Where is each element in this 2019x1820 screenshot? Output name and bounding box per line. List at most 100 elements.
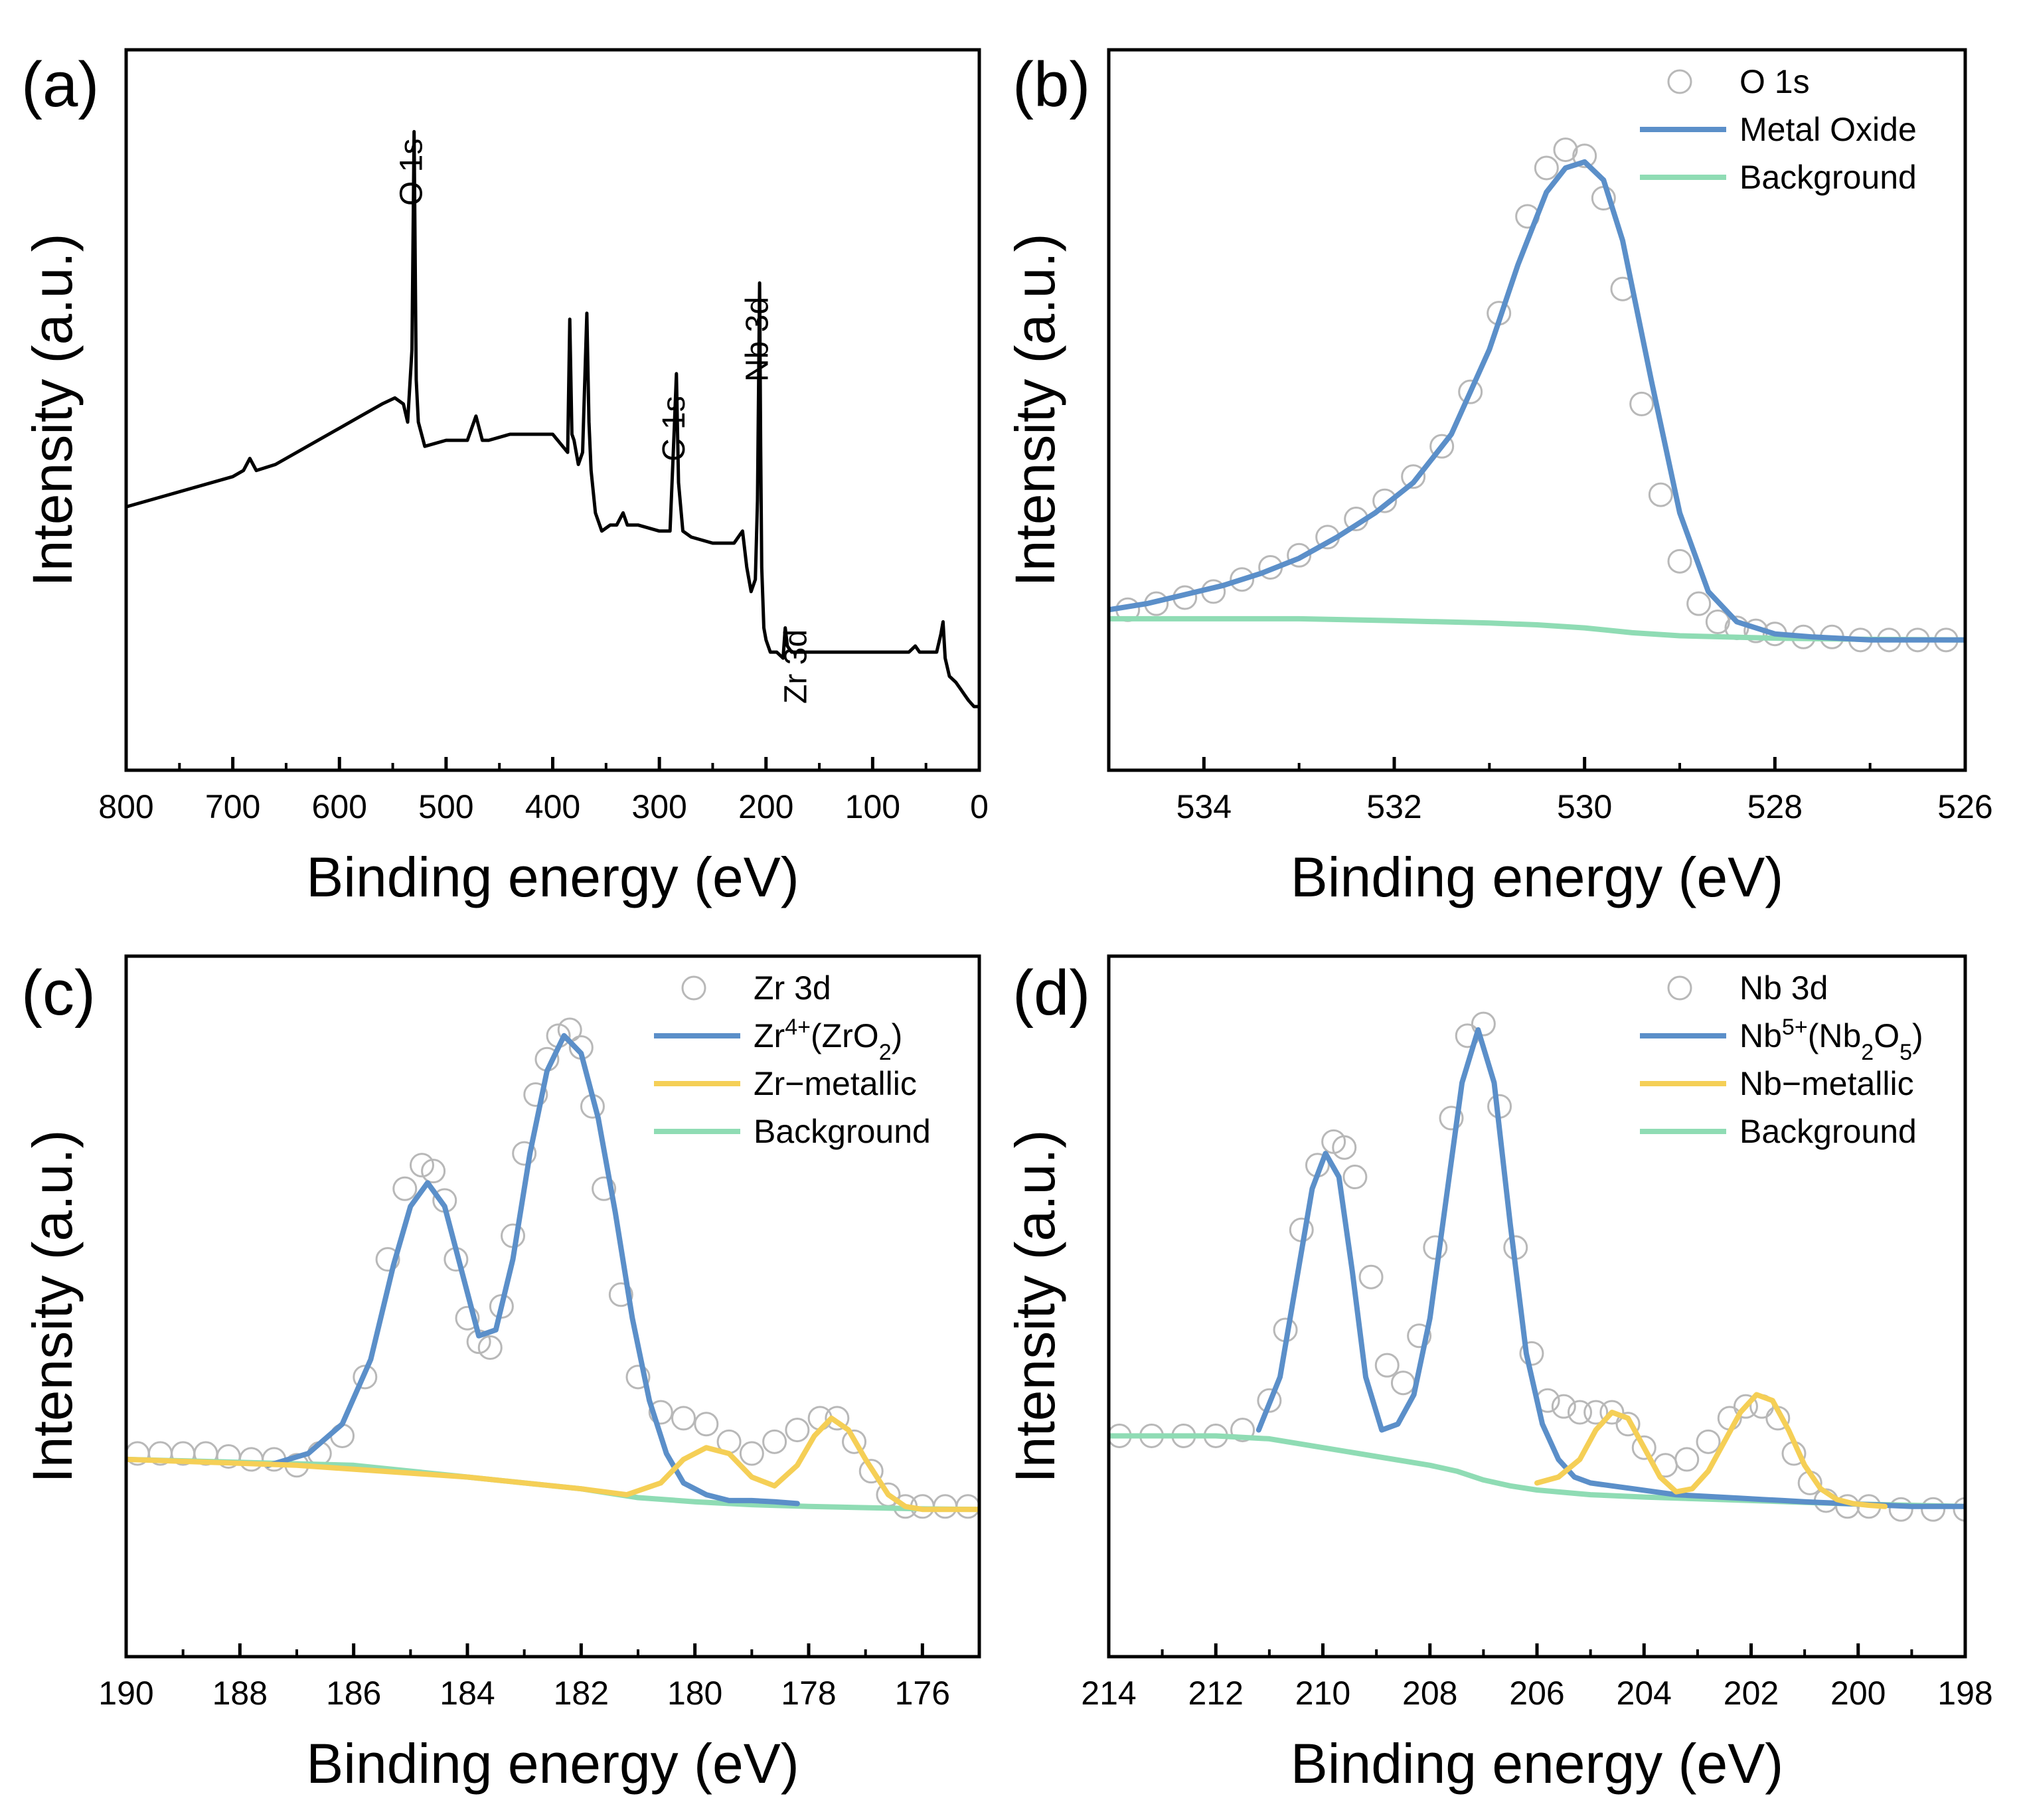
data-point [477,1335,503,1361]
x-tick-label: 532 [1366,788,1421,825]
panel-d: 214 212 210 208 206 204 202 200 198 Binding energ… [1004,954,1993,1795]
x-tick-label: 214 [1081,1675,1136,1712]
x-tick-label: 528 [1747,788,1803,825]
x-tick-label: 188 [212,1675,268,1712]
data-point [1458,379,1483,404]
series-zr-metallic-line [126,1415,979,1513]
data-point [512,1141,537,1166]
data-point [1733,1394,1758,1419]
panel-a: 800 700 600 500 400 300 200 100 0 Binding energy … [21,48,989,908]
x-tick-label: 204 [1617,1675,1672,1712]
data-point [1372,488,1398,513]
legend-label: Zr4+(ZrO2) [754,1015,902,1065]
data-point [375,1247,400,1272]
data-point [1686,591,1712,616]
plot-area [126,1017,979,1519]
x-tick-label: 100 [845,788,900,825]
data-point [1953,1497,1965,1522]
data-point [608,1282,633,1307]
legend: Zr 3d Zr4+(ZrO2)Zr−metallic Background [654,969,931,1150]
data-point [858,1459,884,1484]
data-point [1615,1412,1641,1437]
plot-area [1109,137,1965,653]
legend-label: Nb−metallic [1739,1065,1914,1102]
panel-letter: (c) [21,957,96,1029]
series-metal-oxide-line [1109,159,1965,643]
data-point [1572,143,1597,169]
legend: Nb 3d Nb5+(Nb2O5)Nb−metallic Background [1640,969,1923,1150]
legend-label: Zr 3d [754,969,831,1007]
data-point [1888,1497,1913,1522]
series-nb-metallic-line [1534,1392,1888,1509]
data-point [671,1406,696,1431]
data-point [955,1494,979,1519]
legend-label: Zr−metallic [754,1065,917,1102]
x-tick-label: 400 [525,788,580,825]
series-zr-zro-line [266,1033,800,1507]
data-point [1519,1341,1544,1366]
panel-letter: (b) [1012,49,1090,120]
data-point [1230,567,1255,592]
data-point [785,1418,810,1443]
x-tick-label: 200 [1830,1675,1886,1712]
data-point [1696,1429,1721,1454]
x-tick-label: 212 [1188,1675,1244,1712]
series-nb-nb-o-line [1255,1027,1965,1509]
x-tick-label: 198 [1937,1675,1992,1712]
series-background-line [1109,616,1965,643]
legend-marker [681,975,706,1001]
data-point [1551,1394,1576,1419]
legend-label: Metal Oxide [1739,111,1917,148]
x-axis-label: Binding energy (eV) [1291,846,1783,908]
data-point [1629,391,1655,416]
x-tick-label: 200 [738,788,793,825]
peak-label: O 1s [394,139,430,206]
plot-area [126,129,979,708]
data-point [392,1176,418,1201]
legend-label: Background [1739,159,1917,196]
data-point [1599,1400,1625,1425]
legend-label: Background [754,1113,931,1150]
x-tick-label: 180 [667,1675,722,1712]
data-point [421,1159,446,1184]
x-tick-label: 210 [1295,1675,1350,1712]
panel-letter: (a) [21,49,99,120]
data-point [1921,1497,1946,1522]
plot-frame [124,954,981,1659]
data-point [625,1365,651,1390]
series-survey-line [126,129,979,708]
data-point [1439,1106,1464,1131]
data-point [455,1305,480,1331]
x-tick-label: 186 [326,1675,381,1712]
x-axis-ticks: 800 700 600 500 400 300 200 100 0 [98,757,989,825]
data-point [1358,1264,1384,1289]
data-point [1568,1400,1592,1425]
data-point [1287,542,1312,568]
x-tick-label: 178 [781,1675,836,1712]
legend-marker [1667,69,1692,94]
peak-label: Zr 3d [779,629,814,704]
panel-b: 534 532 530 528 526 Binding energy (eV) Intens… [1004,48,1993,908]
x-tick-label: 526 [1937,788,1992,825]
data-point [762,1429,787,1454]
x-tick-label: 534 [1176,788,1232,825]
legend-marker [1667,975,1692,1001]
x-axis-ticks: 190 188 186 184 182 180 178 176 [98,1643,950,1712]
x-tick-label: 700 [205,788,260,825]
y-axis-label: Intensity (a.u.) [21,233,84,586]
data-point [1374,1353,1400,1378]
x-tick-label: 202 [1724,1675,1779,1712]
y-axis-label: Intensity (a.u.) [21,1129,84,1483]
x-tick-label: 600 [312,788,367,825]
data-point [523,1082,548,1107]
x-tick-label: 300 [631,788,686,825]
plot-area [1109,1011,1965,1522]
x-tick-label: 530 [1557,788,1612,825]
x-tick-label: 190 [98,1675,153,1712]
data-point [1423,1235,1448,1260]
data-point [1648,482,1673,507]
legend-label: O 1s [1739,63,1810,100]
data-point [1342,1165,1368,1190]
data-point [1471,1011,1496,1036]
x-tick-label: 184 [440,1675,495,1712]
